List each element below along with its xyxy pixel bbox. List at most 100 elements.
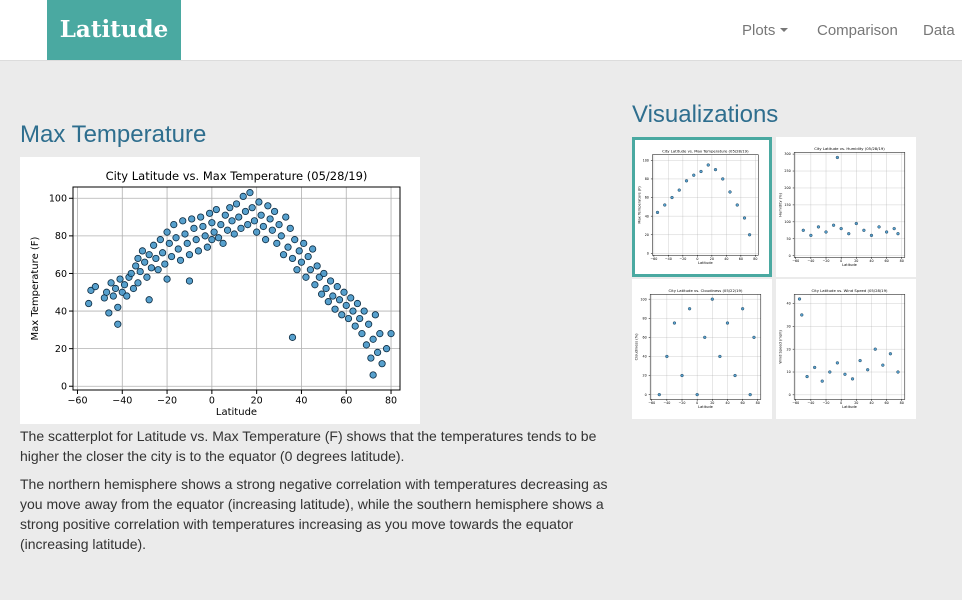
data-point bbox=[835, 155, 839, 160]
data-point bbox=[253, 228, 261, 236]
data-point bbox=[881, 363, 885, 367]
nav-plots-dropdown[interactable]: Plots bbox=[742, 0, 789, 61]
y-tick-label: 250 bbox=[784, 169, 790, 173]
data-point bbox=[831, 223, 836, 227]
data-point bbox=[735, 203, 739, 207]
x-tick-label: 80 bbox=[900, 259, 904, 263]
data-point bbox=[188, 215, 196, 223]
nav-comparison[interactable]: Comparison bbox=[817, 22, 898, 39]
data-point bbox=[892, 227, 896, 231]
data-point bbox=[813, 365, 817, 370]
data-point bbox=[866, 368, 870, 372]
data-point bbox=[91, 283, 99, 291]
data-point bbox=[342, 301, 350, 310]
data-point bbox=[217, 220, 225, 229]
data-point bbox=[279, 251, 288, 259]
y-axis-label: Max Temperature (F) bbox=[637, 186, 641, 224]
data-point bbox=[820, 379, 824, 383]
data-point bbox=[687, 307, 692, 311]
data-point bbox=[877, 225, 881, 229]
x-tick-label: 20 bbox=[854, 259, 858, 263]
y-tick-label: 0 bbox=[61, 382, 67, 393]
data-point bbox=[741, 307, 745, 311]
chart-title: City Latitude vs. Humidity (05/28/19) bbox=[814, 146, 885, 151]
data-point bbox=[663, 203, 667, 207]
data-point bbox=[244, 220, 252, 229]
y-tick-label: 100 bbox=[784, 220, 790, 224]
data-point bbox=[150, 241, 158, 249]
thumbnail-max-temperature-chart: −60 −40 −20 0 20 40 60 80 0 20 40 60 80 100 City Latit… bbox=[637, 148, 759, 265]
y-tick-label: 100 bbox=[49, 194, 67, 205]
data-point bbox=[333, 283, 341, 291]
chart-title: City Latitude vs. Max Temperature (05/28… bbox=[662, 148, 749, 153]
data-point bbox=[367, 354, 375, 362]
y-tick-label: 80 bbox=[55, 231, 67, 242]
data-point bbox=[259, 222, 267, 231]
plot-frame bbox=[793, 294, 906, 400]
y-tick-label: 0 bbox=[789, 393, 791, 397]
x-tick-label: 80 bbox=[756, 401, 760, 405]
data-point bbox=[199, 222, 207, 231]
data-point bbox=[869, 233, 874, 237]
data-point bbox=[163, 275, 171, 283]
data-point bbox=[105, 309, 113, 317]
data-point bbox=[286, 224, 294, 232]
x-axis-label: Latitude bbox=[698, 405, 714, 409]
thumbnail-wind-speed[interactable]: −60 −40 −20 0 20 40 60 80 0 10 20 30 40 City Latitude… bbox=[776, 279, 916, 419]
y-tick-label: 60 bbox=[55, 269, 67, 280]
data-point bbox=[824, 230, 828, 234]
data-point bbox=[309, 245, 317, 253]
navbar: Latitude Plots Comparison Data bbox=[0, 0, 962, 61]
data-point bbox=[677, 188, 681, 192]
data-point bbox=[277, 232, 285, 240]
nav-data[interactable]: Data bbox=[923, 22, 955, 39]
x-tick-label: 80 bbox=[385, 396, 397, 407]
x-tick-label: −20 bbox=[679, 401, 686, 405]
x-tick-label: 0 bbox=[696, 257, 698, 261]
data-point bbox=[347, 294, 355, 302]
x-tick-label: −60 bbox=[648, 401, 655, 405]
data-point bbox=[102, 288, 111, 296]
data-point bbox=[212, 205, 220, 214]
x-tick-label: 0 bbox=[209, 396, 215, 407]
y-tick-label: 80 bbox=[642, 316, 646, 320]
data-point bbox=[268, 226, 276, 234]
data-point bbox=[85, 299, 93, 308]
data-point bbox=[733, 373, 737, 378]
x-tick-label: −20 bbox=[823, 401, 830, 405]
page-title: Max Temperature bbox=[20, 121, 207, 148]
data-point bbox=[147, 264, 155, 272]
data-point bbox=[138, 247, 147, 255]
data-point bbox=[232, 200, 241, 208]
data-point bbox=[167, 252, 176, 261]
data-point bbox=[273, 239, 281, 247]
brand-link[interactable]: Latitude bbox=[47, 0, 181, 60]
x-tick-label: 80 bbox=[900, 401, 904, 405]
data-point bbox=[672, 321, 677, 325]
data-point bbox=[156, 236, 164, 244]
description-paragraph-1: The scatterplot for Latitude vs. Max Tem… bbox=[20, 428, 597, 464]
data-point bbox=[344, 314, 353, 323]
data-point bbox=[713, 168, 718, 172]
x-tick-label: −60 bbox=[792, 259, 799, 263]
data-point bbox=[797, 297, 802, 301]
data-point bbox=[805, 374, 809, 379]
data-point bbox=[351, 322, 359, 330]
y-tick-label: 20 bbox=[786, 347, 790, 351]
data-point bbox=[291, 236, 299, 244]
thumbnail-cloudiness[interactable]: −60 −40 −20 0 20 40 60 80 0 20 40 60 80 100 City Latit… bbox=[632, 279, 772, 419]
data-point bbox=[237, 224, 245, 232]
data-point bbox=[129, 284, 138, 293]
thumbnail-humidity[interactable]: −60 −40 −20 0 20 40 60 80 0 50 100 150 200 250 300 City… bbox=[776, 137, 916, 277]
y-tick-label: 30 bbox=[786, 325, 790, 329]
x-tick-label: −40 bbox=[807, 401, 814, 405]
data-point bbox=[219, 239, 227, 247]
data-point bbox=[873, 347, 877, 351]
thumbnail-max-temperature[interactable]: −60 −40 −20 0 20 40 60 80 0 20 40 60 80 100 City Latit… bbox=[632, 137, 772, 277]
y-tick-label: 40 bbox=[642, 355, 646, 359]
data-point bbox=[235, 213, 243, 221]
data-point bbox=[843, 372, 847, 376]
data-point bbox=[374, 348, 382, 357]
data-point bbox=[170, 220, 178, 229]
y-tick-label: 40 bbox=[645, 214, 649, 218]
